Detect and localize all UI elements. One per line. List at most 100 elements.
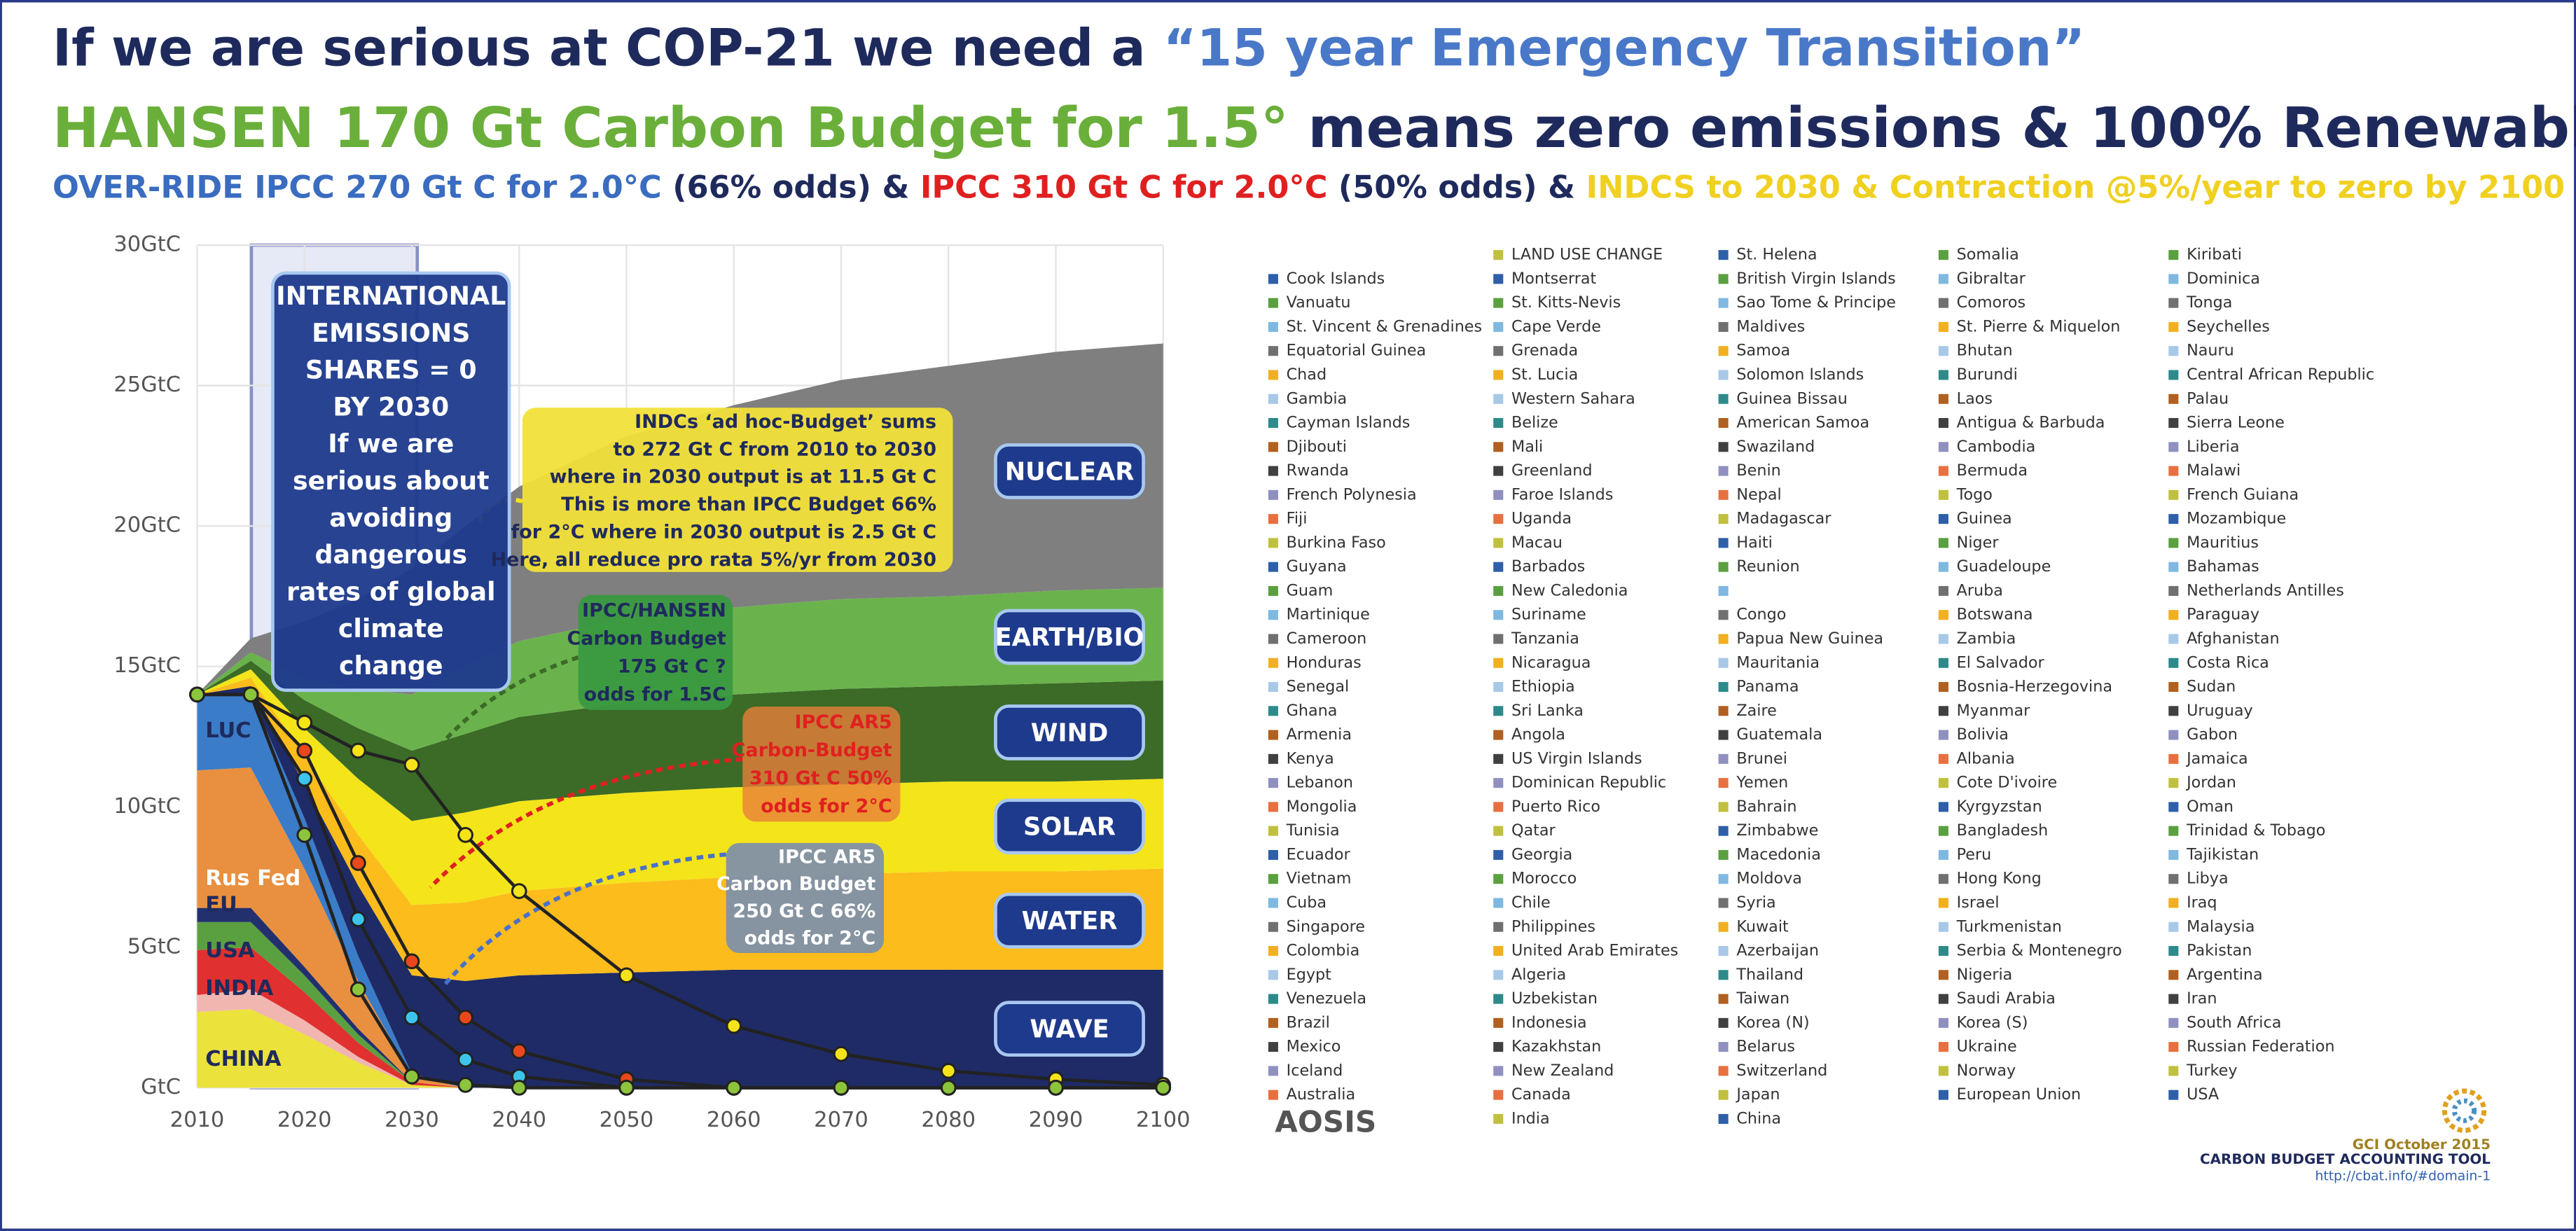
legend-label: Central African Republic [2187, 366, 2374, 384]
legend-label: Bahrain [1736, 798, 1796, 816]
budget-point [511, 1080, 527, 1096]
annotation-text: IPCC AR5 [778, 846, 875, 868]
annotation-box [742, 707, 901, 822]
legend-label: Syria [1736, 893, 1775, 912]
legend-label: Norway [1957, 1062, 2016, 1080]
legend-swatch [1493, 321, 1504, 332]
budget-point [726, 1017, 742, 1034]
legend-label: Philippines [1511, 917, 1595, 936]
legend-label: USA [2187, 1085, 2220, 1104]
legend-label: Armenia [1287, 725, 1352, 744]
legend-swatch [1268, 970, 1278, 980]
legend-label: Azerbaijan [1736, 942, 1819, 960]
legend-swatch [1718, 489, 1729, 500]
legend-swatch [1718, 370, 1729, 380]
title-part: means zero emissions & 100% Renewables b… [1289, 95, 2576, 160]
legend-swatch [1493, 945, 1504, 957]
legend-swatch [2168, 681, 2179, 693]
legend-label: Mexico [1287, 1038, 1341, 1056]
legend-swatch [1268, 898, 1278, 908]
footer-text: GCI October 2015 [2353, 1136, 2491, 1153]
legend-label: Kenya [1287, 749, 1334, 767]
legend-swatch [2168, 417, 2179, 429]
legend-label: Australia [1287, 1085, 1356, 1104]
legend-label: Guinea Bissau [1736, 389, 1848, 408]
legend-swatch [1268, 417, 1278, 429]
connector [442, 852, 727, 987]
legend-swatch [1493, 898, 1504, 908]
budget-point [1155, 1080, 1172, 1096]
legend-label: Uganda [1511, 510, 1572, 528]
legend-swatch [2168, 538, 2179, 548]
legend-swatch [1268, 298, 1278, 308]
logo-ring [2442, 1088, 2487, 1133]
legend-swatch [2168, 753, 2179, 764]
legend-label: Zaire [1736, 702, 1776, 720]
annotation-text: serious about [293, 466, 490, 496]
annotation-text: Here, all reduce pro rata 5%/yr from 203… [491, 549, 936, 571]
legend-swatch [1718, 921, 1729, 932]
legend-label: Gambia [1287, 389, 1348, 408]
legend-label: French Polynesia [1287, 485, 1417, 503]
budget-point [349, 911, 366, 928]
annotation-text: Carbon Budget [567, 628, 726, 650]
legend-swatch [1938, 1042, 1948, 1052]
legend-swatch [1493, 1090, 1504, 1100]
title-line: If we are serious at COP-21 we need a “1… [53, 19, 2085, 78]
legend-swatch [1938, 874, 1948, 884]
legend-label: Nauru [2187, 342, 2234, 360]
legend-swatch [1493, 562, 1504, 572]
legend-swatch [2168, 298, 2179, 308]
series-label: NUCLEAR [1005, 457, 1135, 486]
legend-label: Tanzania [1511, 630, 1579, 648]
legend-swatch [1938, 945, 1948, 957]
legend-label: Ghana [1287, 702, 1338, 720]
annotation-text: to 272 Gt C from 2010 to 2030 [614, 438, 936, 460]
area-renewable_series [197, 660, 1163, 821]
series-label-box [994, 1001, 1145, 1057]
area-emissions_series [197, 1009, 1163, 1088]
title-part: If we are serious at COP-21 we need a [53, 19, 1163, 78]
legend-swatch [1493, 921, 1504, 932]
series-label-box [994, 443, 1145, 499]
legend-label: Macedonia [1736, 845, 1821, 863]
x-tick-label: 2020 [277, 1108, 332, 1132]
y-tick-label: 15GtC [113, 653, 181, 678]
legend-swatch [1718, 802, 1729, 812]
legend-swatch [2168, 658, 2179, 668]
legend-label: French Guiana [2187, 485, 2299, 503]
legend-swatch [1268, 921, 1278, 932]
legend-swatch [1493, 802, 1504, 812]
annotation-text: BY 2030 [333, 391, 449, 422]
legend-label: Congo [1736, 606, 1786, 624]
legend-swatch [1493, 1066, 1504, 1076]
legend-swatch [2168, 1042, 2179, 1052]
legend-label: Vietnam [1287, 870, 1352, 888]
annotation-text: IPCC/HANSEN [582, 600, 726, 622]
title-line: OVER-RIDE IPCC 270 Gt C for 2.0°C (66% o… [53, 169, 2576, 205]
legend-label: Brunei [1736, 749, 1787, 767]
legend-label: Bangladesh [1957, 821, 2049, 840]
series-label: LUC [205, 718, 251, 743]
annotation-text: INDCs ‘ad hoc-Budget’ sums [635, 411, 936, 433]
series-label: WIND [1031, 718, 1109, 747]
legend-label: Panama [1736, 678, 1799, 696]
legend-swatch [1718, 1017, 1729, 1028]
legend-swatch [1493, 730, 1504, 740]
legend-label: Reunion [1736, 557, 1799, 576]
legend-label: Cape Verde [1511, 317, 1601, 335]
legend-label: Guyana [1287, 557, 1347, 576]
legend-label: Kazakhstan [1511, 1038, 1601, 1056]
legend-label: St. Pierre & Miquelon [1957, 317, 2121, 335]
legend-swatch [1268, 730, 1278, 740]
budget-point [1048, 1080, 1064, 1096]
legend-label: Chile [1511, 893, 1551, 912]
legend-label: Guadeloupe [1957, 557, 2051, 576]
y-tick-label: 5GtC [127, 934, 181, 959]
budget-point [457, 827, 473, 843]
series-label: CHINA [205, 1047, 282, 1071]
legend-label: Pakistan [2187, 942, 2252, 960]
legend-swatch [1493, 970, 1504, 980]
legend-swatch [1718, 970, 1729, 980]
